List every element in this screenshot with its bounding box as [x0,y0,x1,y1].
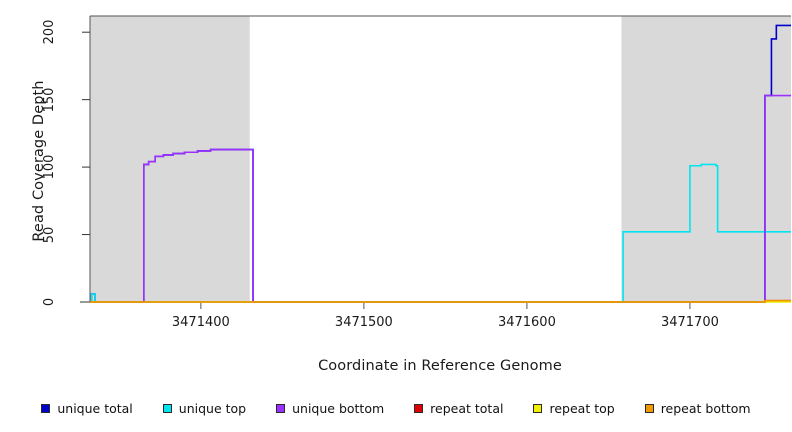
legend-item-repeat-bottom: repeat bottom [644,400,751,416]
series-line-repeat-bottom [90,299,791,303]
legend-item-repeat-total: repeat total [414,401,503,416]
chart-legend: unique total unique top unique bottom repea… [0,396,792,420]
y-tick-label: 0 [42,297,57,307]
legend-item-unique-total: unique total [41,400,133,416]
legend-item-unique-bottom: unique bottom [276,401,384,416]
x-tick-label: 3471600 [497,315,556,330]
legend-label: unique top [178,400,247,416]
legend-swatch-icon [533,403,543,413]
legend-item-repeat-top: repeat top [533,400,615,416]
repeat-region-right [621,16,791,302]
repeat-region-left [90,16,250,302]
legend-swatch-icon [276,403,286,413]
plot-area [80,15,791,309]
legend-label: unique total [57,400,133,416]
x-tick-label: 3471400 [171,315,230,330]
legend-swatch-icon [414,403,424,413]
legend-swatch-icon [162,403,172,413]
y-tick-label: 100 [42,154,57,180]
y-tick-label: 200 [42,19,57,45]
legend-label: repeat total [430,400,504,416]
legend-item-unique-top: unique top [162,400,247,416]
legend-label: unique bottom [292,400,385,416]
x-axis-title: Coordinate in Reference Genome [318,358,562,374]
legend-label: repeat bottom [660,400,751,416]
legend-swatch-icon [41,403,51,413]
y-tick-label: 50 [42,226,57,243]
series-line-unique-top [90,163,791,303]
legend-swatch-icon [644,403,654,413]
x-tick-label: 3471700 [660,315,719,330]
x-tick-label: 3471500 [334,315,393,330]
legend-label: repeat top [549,400,615,416]
y-tick-label: 150 [42,87,57,113]
